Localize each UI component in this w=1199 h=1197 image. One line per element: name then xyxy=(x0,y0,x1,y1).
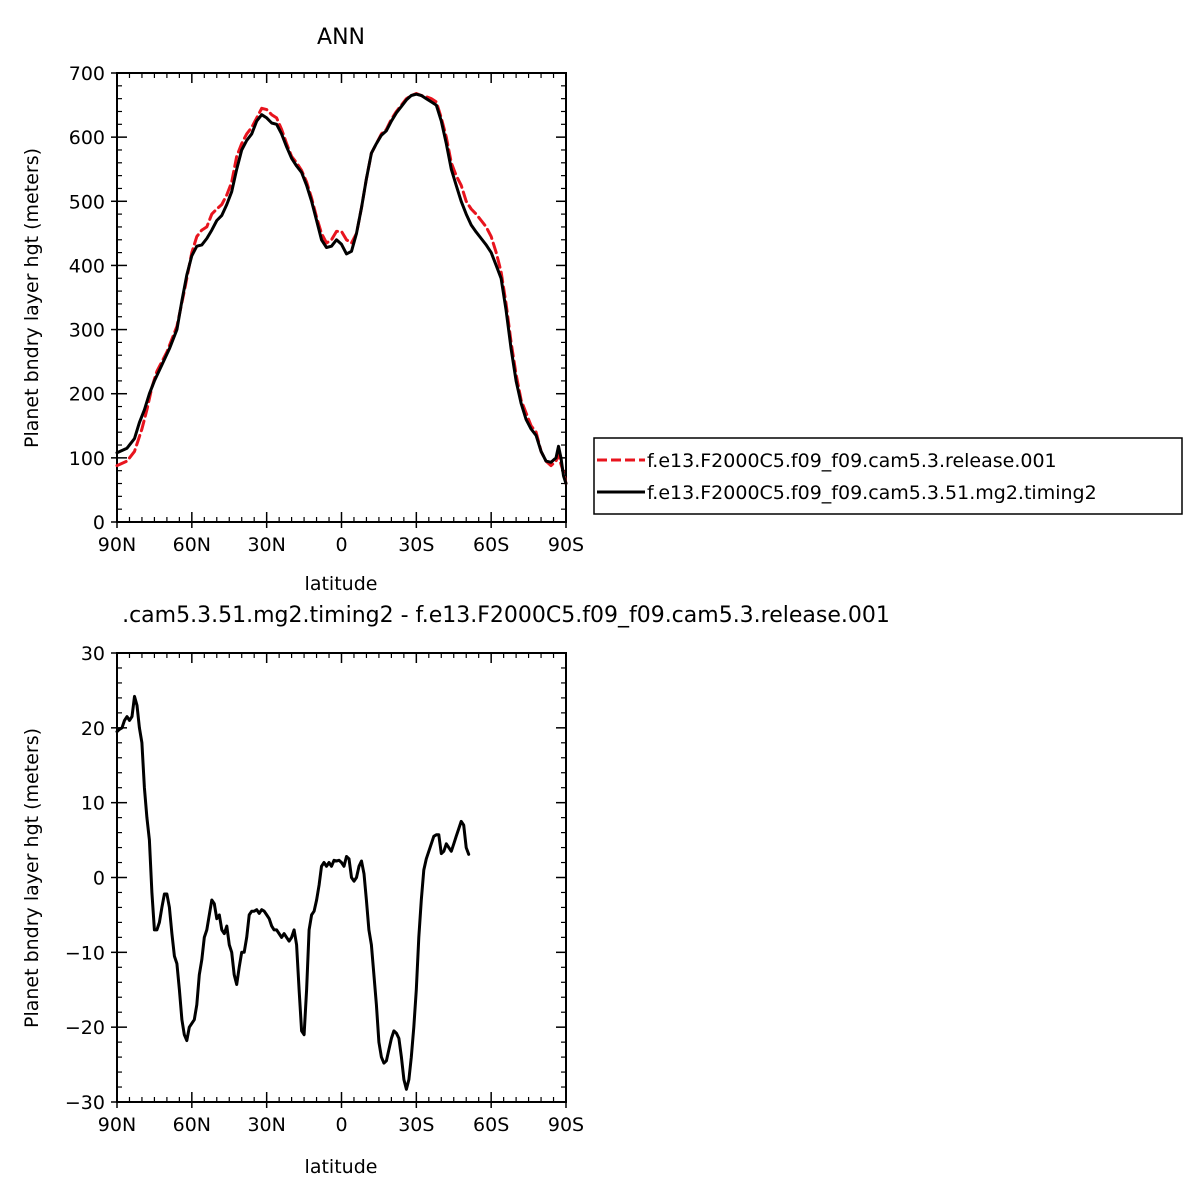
x-tick-label: 30S xyxy=(398,1114,434,1136)
x-tick-label: 90S xyxy=(548,534,584,556)
y-tick-label: 700 xyxy=(69,63,105,85)
x-tick-label: 60N xyxy=(173,1114,211,1136)
y-tick-label: 0 xyxy=(93,868,105,890)
bottom-panel: .cam5.3.51.mg2.timing2 - f.e13.F2000C5.f… xyxy=(21,603,890,1178)
y-tick-labels: 0 100 200 300 400 500 600 700 xyxy=(69,63,105,534)
y-tick-label: 10 xyxy=(81,793,105,815)
panel-title: ANN xyxy=(317,25,365,50)
y-tick-label: 200 xyxy=(69,384,105,406)
x-tick-label: 90S xyxy=(548,1114,584,1136)
y-tick-label: 300 xyxy=(69,320,105,342)
legend-label-timing2: f.e13.F2000C5.f09_f09.cam5.3.51.mg2.timi… xyxy=(647,482,1097,504)
legend-box xyxy=(593,437,1183,515)
x-axis-title: latitude xyxy=(305,1156,378,1178)
y-tick-label: 600 xyxy=(69,127,105,149)
x-tick-label: 0 xyxy=(335,534,347,556)
y-tick-label: −10 xyxy=(65,942,105,964)
y-axis-title: Planet bndry layer hgt (meters) xyxy=(21,728,43,1028)
series-lines xyxy=(115,694,471,1091)
difference-panel-title: .cam5.3.51.mg2.timing2 - f.e13.F2000C5.f… xyxy=(122,603,890,628)
top-panel: ANN 0 100 200 300 400 500 600 700 90N 60N 30N 0 30S… xyxy=(21,25,584,595)
legend-label-release: f.e13.F2000C5.f09_f09.cam5.3.release.001 xyxy=(647,450,1057,472)
y-tick-label: 20 xyxy=(81,718,105,740)
series-line-timing2 xyxy=(115,92,568,485)
y-tick-label: −30 xyxy=(65,1092,105,1114)
x-axis-title: latitude xyxy=(305,573,378,595)
y-tick-label: 30 xyxy=(81,643,105,665)
x-tick-label: 90N xyxy=(98,1114,136,1136)
x-tick-label: 30S xyxy=(398,534,434,556)
y-tick-labels: −30 −20 −10 0 10 20 30 xyxy=(65,643,105,1114)
y-tick-label: 500 xyxy=(69,191,105,213)
x-tick-label: 60S xyxy=(473,534,509,556)
legend: f.e13.F2000C5.f09_f09.cam5.3.release.001… xyxy=(593,437,1183,515)
x-tick-label: 90N xyxy=(98,534,136,556)
x-tick-label: 60N xyxy=(173,534,211,556)
axis-ticks xyxy=(111,652,567,1108)
y-axis-title: Planet bndry layer hgt (meters) xyxy=(21,148,43,448)
axis-ticks xyxy=(111,72,567,528)
y-tick-label: 100 xyxy=(69,448,105,470)
x-tick-label: 30N xyxy=(247,1114,285,1136)
series-lines xyxy=(115,92,568,485)
x-tick-labels: 90N 60N 30N 0 30S 60S 90S xyxy=(98,1114,584,1136)
series-line-difference xyxy=(115,694,471,1091)
x-tick-label: 0 xyxy=(335,1114,347,1136)
x-tick-label: 30N xyxy=(247,534,285,556)
x-tick-label: 60S xyxy=(473,1114,509,1136)
y-tick-label: 400 xyxy=(69,255,105,277)
x-tick-labels: 90N 60N 30N 0 30S 60S 90S xyxy=(98,534,584,556)
y-tick-label: −20 xyxy=(65,1017,105,1039)
y-tick-label: 0 xyxy=(93,512,105,534)
